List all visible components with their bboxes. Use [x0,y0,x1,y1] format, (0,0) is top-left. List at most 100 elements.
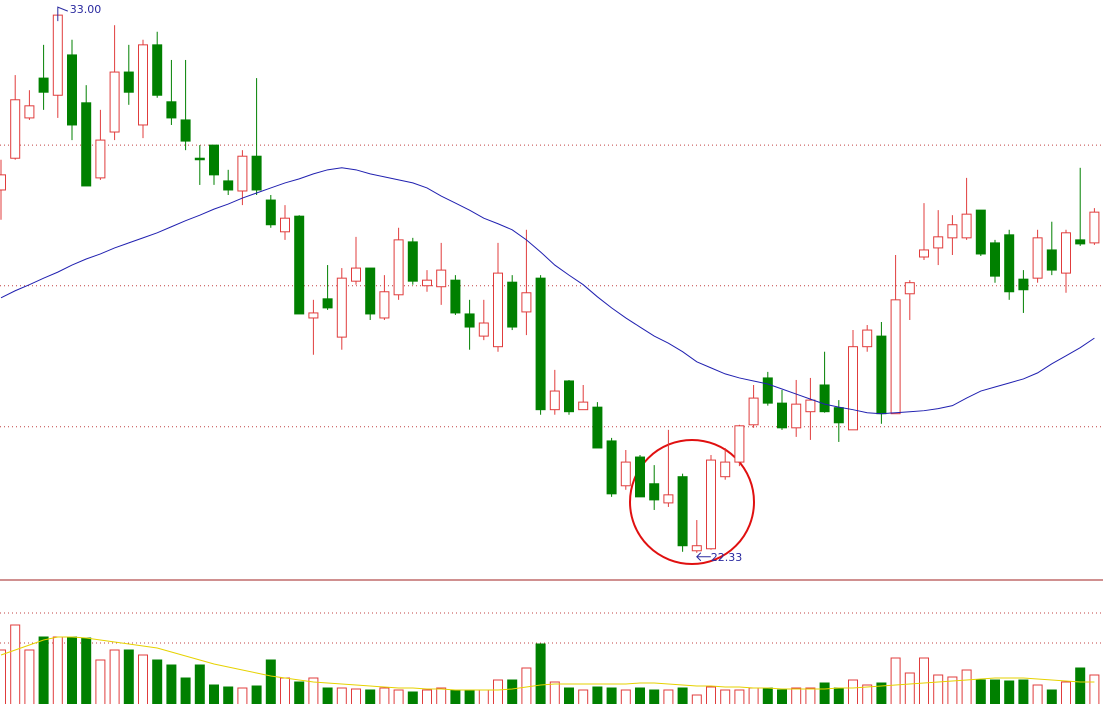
volume-bar [549,681,560,704]
volume-bar [564,687,574,704]
volume-bar [308,677,319,704]
volume-bar [777,689,787,704]
candle-body [52,14,63,96]
ma-line [0,636,1095,691]
candle-body [0,174,6,191]
candle-body [848,346,858,431]
volume-bar [1032,684,1043,704]
candle-body [691,545,702,552]
volume-bar [294,681,305,704]
volume-bar [592,686,603,704]
volume-bar [52,636,63,704]
candle-body [564,380,574,413]
candle-body [904,282,915,295]
max-label: 33.00 [70,3,102,16]
candle-body [720,461,731,478]
candle-body [777,402,787,429]
candle-body [649,483,660,501]
volume-bar [848,679,858,704]
candle-body [578,401,589,411]
candle-body [422,279,432,287]
volume-bar [620,689,631,704]
volume-bar [990,679,1000,704]
volume-bar [351,688,361,704]
volume-bar [251,685,262,704]
candle-body [990,242,1000,277]
volume-bar [237,687,248,704]
volume-bar [706,686,716,704]
volume-bar [109,649,120,704]
candle-body [294,215,305,315]
candle-body [322,298,333,309]
volume-bar [123,649,134,704]
volume-bar [393,689,404,704]
candle-body [805,399,816,413]
candle-body [890,299,901,415]
volume-bar [407,691,418,704]
volume-bar [38,636,49,704]
volume-bar [1061,681,1071,704]
ma-line [0,167,1095,415]
volume-bar [95,659,106,704]
candle-body [493,272,503,348]
volume-bar [521,667,532,704]
volume-bar [663,689,674,704]
candle-body [265,199,276,226]
candle-body [10,99,21,159]
volume-bar [1046,689,1057,704]
volume-bar [336,687,347,704]
label-pointer [696,552,711,562]
candle-body [251,155,262,191]
volume-bar [1004,680,1015,704]
candle-body [1046,249,1057,271]
volume-bar [180,677,191,704]
volume-bar [365,689,376,704]
volume-bar [223,686,234,704]
volume-bar [748,687,759,704]
volume-bar [280,677,290,704]
volume-bar [635,687,645,704]
volume-bar [152,659,163,704]
candle-body [947,224,958,239]
volume-bar [1075,667,1086,704]
volume-bar [606,687,617,704]
candle-body [862,329,873,348]
min-label: 22.33 [711,551,743,564]
volume-bar [0,649,6,704]
volume-bar [1018,679,1029,704]
volume-bar [578,689,589,704]
candle-body [535,277,546,411]
volume-bar [890,657,901,704]
volume-bar [876,682,887,704]
volume-bar [947,676,958,704]
candle-body [407,241,418,282]
volume-bar [691,694,702,704]
candle-body [1089,211,1100,244]
volume-bar [436,687,447,704]
candle-body [507,281,518,328]
candle-body [109,71,120,133]
candle-body [180,119,191,142]
highlight-circle [629,439,755,565]
volume-bar [493,679,503,704]
candle-body [166,101,177,119]
volume-bar [194,664,205,704]
candle-body [663,494,674,504]
candle-body [791,403,802,429]
volume-bar [720,689,731,704]
candle-body [1075,239,1086,245]
volume-bar [933,674,944,704]
candle-body [280,217,290,233]
candle-body [67,54,77,126]
candle-body [95,139,106,179]
candle-body [833,407,844,424]
candle-body [237,155,248,192]
candle-body [436,269,447,288]
volume-bar [265,659,276,704]
volume-bar [535,643,546,704]
candle-body [123,71,134,93]
candle-body [819,384,830,413]
volume-bar [762,687,773,704]
candle-body [194,157,205,161]
volume-bar [209,684,219,704]
